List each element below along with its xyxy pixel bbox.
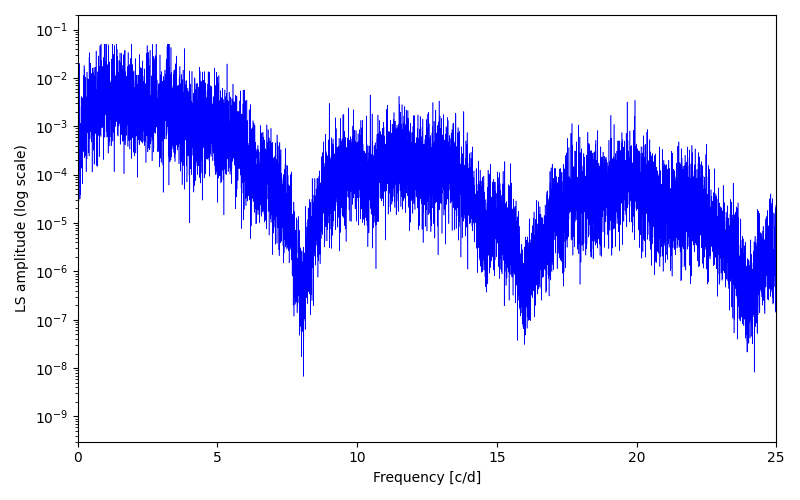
X-axis label: Frequency [c/d]: Frequency [c/d] [373,471,481,485]
Y-axis label: LS amplitude (log scale): LS amplitude (log scale) [15,144,29,312]
